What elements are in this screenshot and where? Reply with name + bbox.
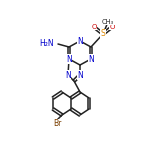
Text: O: O [109, 24, 115, 30]
Text: N: N [66, 55, 72, 64]
Text: N: N [88, 55, 94, 64]
Text: N: N [65, 71, 71, 79]
Text: N: N [77, 71, 83, 79]
Text: S: S [101, 29, 105, 38]
Text: N: N [77, 36, 83, 45]
Text: CH₃: CH₃ [102, 19, 114, 24]
Text: Br: Br [53, 119, 61, 128]
Text: O: O [91, 24, 97, 30]
Text: H₂N: H₂N [39, 40, 54, 48]
